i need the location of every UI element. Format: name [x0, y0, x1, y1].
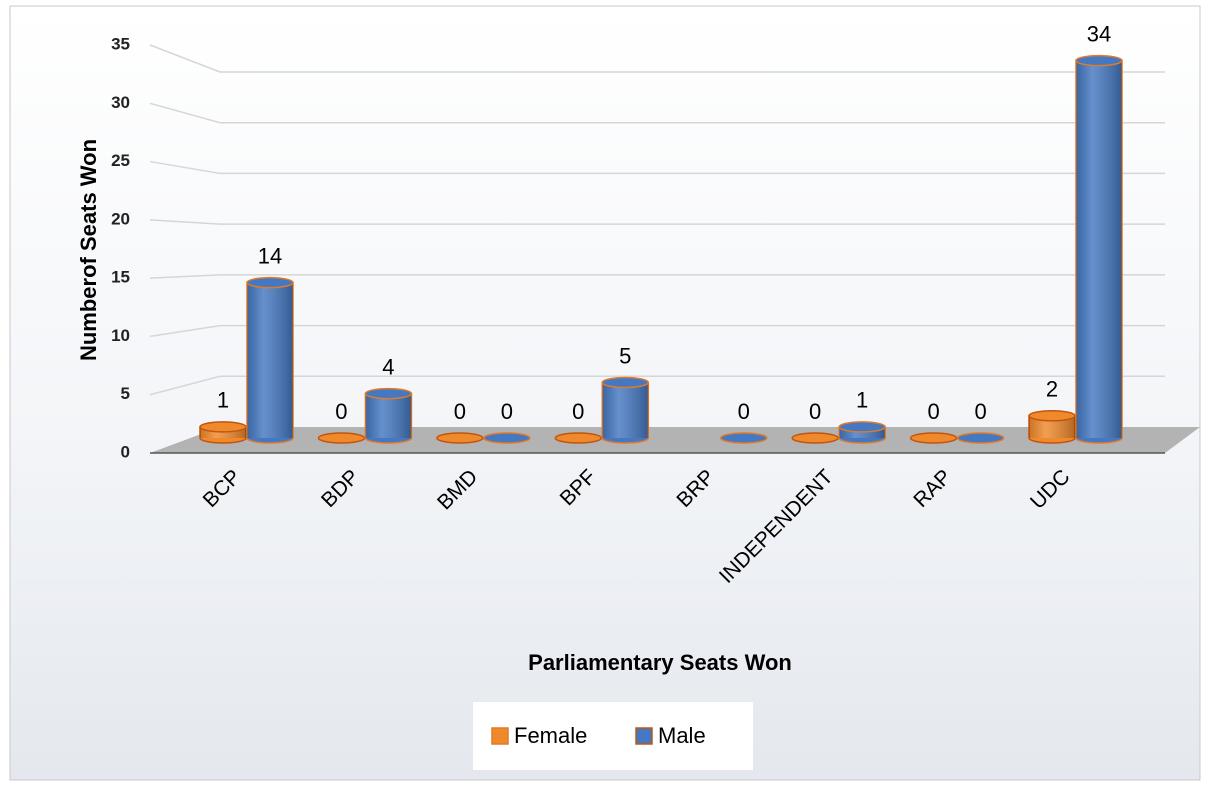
grid-line [149, 274, 1165, 279]
cylinder-top [317, 432, 366, 444]
y-tick-label: 15 [111, 268, 130, 287]
grid-line [149, 375, 1165, 396]
cylinder [1075, 54, 1123, 444]
data-label: 0 [501, 399, 513, 424]
legend-label: Male [658, 723, 706, 748]
cylinder-top [554, 432, 603, 444]
data-label: 1 [856, 388, 868, 413]
data-label: 0 [572, 399, 584, 424]
grid-line [149, 219, 1165, 225]
data-label: 0 [974, 399, 986, 424]
cylinder-shade [1076, 60, 1122, 438]
grid-line [149, 44, 1165, 73]
cylinder [483, 432, 531, 444]
legend-swatch [491, 727, 509, 745]
grid-line [149, 102, 1165, 124]
grid-line [149, 324, 1165, 338]
cylinder-top [436, 432, 484, 444]
cylinder [317, 432, 366, 444]
cylinder [956, 432, 1005, 444]
cylinder-top [601, 376, 650, 389]
y-axis-title: Numberof Seats Won [76, 139, 101, 361]
data-label: 0 [738, 399, 750, 424]
cylinder [719, 432, 768, 444]
cylinder [436, 432, 484, 444]
cylinder [199, 421, 247, 444]
data-label: 0 [927, 399, 939, 424]
cylinder-shade [365, 393, 412, 438]
data-label: 1 [217, 388, 229, 413]
y-tick-label: 0 [121, 442, 130, 461]
y-tick-label: 25 [111, 151, 130, 170]
cylinder-top [838, 421, 886, 433]
legend-swatch [635, 727, 653, 745]
y-tick-label: 20 [111, 209, 130, 228]
cylinder [601, 376, 650, 444]
cylinder-shade [1029, 415, 1075, 438]
y-tick-label: 5 [121, 384, 130, 403]
y-tick-label: 30 [111, 93, 130, 112]
y-tick-label: 35 [111, 34, 130, 53]
cylinder-shade [247, 282, 293, 438]
cylinder-shade [602, 382, 649, 438]
cylinder-top [909, 432, 958, 444]
data-label: 0 [335, 399, 347, 424]
cylinder-top [364, 387, 413, 400]
data-label: 4 [382, 354, 394, 379]
cylinder-top [483, 432, 531, 444]
cylinder-top [956, 432, 1005, 444]
cylinder-top [246, 276, 294, 289]
cylinder [909, 432, 958, 444]
cylinder-top [199, 421, 247, 433]
data-label: 14 [258, 243, 282, 268]
grid-line [149, 160, 1165, 175]
data-label: 2 [1046, 377, 1058, 402]
data-label: 0 [809, 399, 821, 424]
cylinder-top [1075, 54, 1123, 67]
legend-label: Female [514, 723, 587, 748]
y-tick-label: 10 [111, 326, 130, 345]
cylinder [364, 387, 413, 444]
data-label: 5 [619, 343, 631, 368]
cylinder-top [791, 432, 839, 444]
cylinder-top [1028, 410, 1076, 422]
cylinder [246, 276, 294, 444]
cylinder [1028, 410, 1076, 444]
cylinder [838, 421, 886, 444]
data-label: 34 [1087, 21, 1111, 46]
legend [473, 702, 753, 770]
cylinder-top [719, 432, 768, 444]
data-label: 0 [454, 399, 466, 424]
x-axis-title: Parliamentary Seats Won [528, 650, 792, 675]
cylinder [791, 432, 839, 444]
cylinder [554, 432, 603, 444]
